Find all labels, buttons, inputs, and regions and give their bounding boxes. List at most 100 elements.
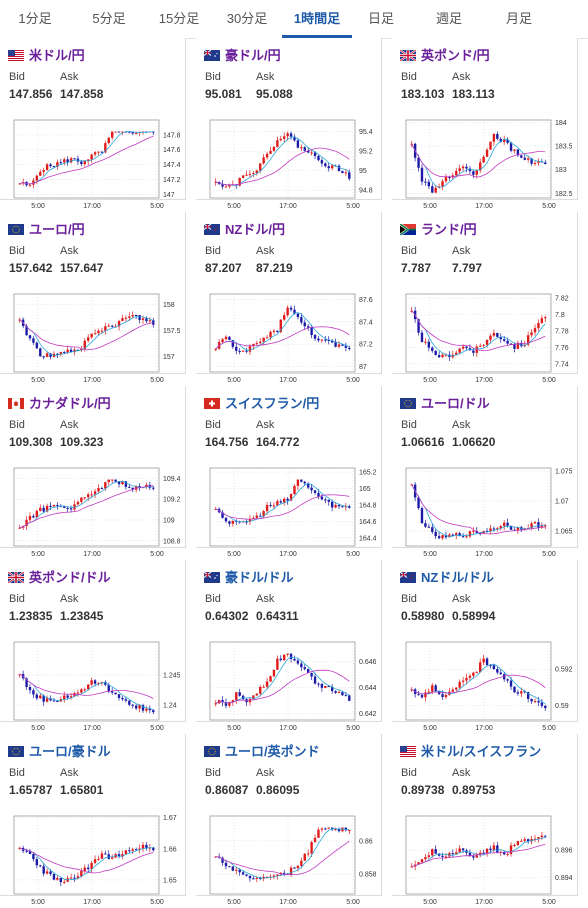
candle [537, 701, 540, 703]
candle [117, 320, 121, 327]
ask-label: Ask [60, 419, 79, 431]
currency-card[interactable]: ランド/円 Bid Ask 7.787 7.797 7.82 7.8 7.78 7.76 7.74… [392, 212, 578, 384]
currency-card[interactable]: 米ドル/スイスフラン Bid Ask 0.89738 0.89753 0.896 0.894… [392, 734, 578, 906]
currency-card[interactable]: NZドル/円 Bid Ask 87.207 87.219 87.6 87.4 87.2 87 5:… [196, 212, 382, 384]
pair-name-link[interactable]: 英ポンド/ドル [29, 570, 111, 585]
candle [245, 174, 248, 176]
candle [245, 521, 248, 523]
candle [289, 653, 293, 660]
candle [269, 676, 272, 682]
candle [451, 534, 455, 536]
pair-name-link[interactable]: 米ドル/スイスフラン [421, 744, 542, 759]
tab-4[interactable]: 1時間足 [282, 0, 352, 38]
pair-name-link[interactable]: ユーロ/円 [29, 222, 85, 237]
y-tick-label: 1.66 [163, 846, 177, 853]
currency-card[interactable]: 豪ドル/円 Bid Ask 95.081 95.088 95.4 95.2 95 94.8 5:0… [196, 38, 382, 210]
currency-card[interactable]: ユーロ/ドル Bid Ask 1.06616 1.06620 1.075 1.07 1.065… [392, 386, 578, 558]
currency-card[interactable]: 米ドル/円 Bid Ask 147.856 147.858 147.8 147.6 147.4… [0, 38, 186, 210]
ask-value: 87.219 [256, 261, 293, 275]
tab-6[interactable]: 週足 [435, 11, 462, 26]
y-tick-label: 184 [555, 120, 567, 127]
pair-name-link[interactable]: カナダドル/円 [29, 396, 111, 411]
pair-name-link[interactable]: 米ドル/円 [29, 48, 85, 63]
candle [434, 849, 437, 854]
y-tick-label: 0.896 [555, 848, 572, 855]
candle [66, 695, 69, 698]
candle [492, 845, 496, 851]
candle [138, 705, 141, 709]
ma-short-line [215, 828, 350, 879]
candle [49, 698, 52, 701]
candle [279, 138, 282, 141]
candle [45, 164, 49, 171]
y-tick-label: 1.075 [555, 469, 572, 476]
candle [482, 344, 485, 346]
pair-name-link[interactable]: ランド/円 [421, 222, 477, 237]
candle [93, 152, 97, 155]
pair-name-link[interactable]: ユーロ/豪ドル [29, 744, 111, 759]
tab-1[interactable]: 5分足 [92, 11, 126, 26]
pair-name-link[interactable]: 英ポンド/円 [421, 48, 490, 63]
ma-short-line [215, 656, 350, 704]
candle [468, 531, 472, 537]
candle [303, 481, 306, 484]
currency-card[interactable]: 英ポンド/円 Bid Ask 183.103 183.113 184 183.5 183 182… [392, 38, 578, 210]
candle [533, 162, 537, 164]
ma-long-line [411, 843, 546, 867]
candle [344, 345, 348, 348]
candle [509, 142, 513, 151]
x-tick-label: 5:00 [31, 377, 45, 384]
candle [300, 317, 303, 323]
pair-name-link[interactable]: NZドル/ドル [421, 570, 494, 585]
price-chart: 0.896 0.894 5:00 17:00 5:00 [405, 815, 572, 906]
candle [427, 341, 431, 348]
candle [485, 149, 489, 157]
candle [455, 852, 458, 854]
tab-7[interactable]: 月足 [505, 11, 532, 26]
currency-card[interactable]: ユーロ/円 Bid Ask 157.642 157.647 158 157.5 157 5:00… [0, 212, 186, 384]
currency-card[interactable]: ユーロ/英ポンド Bid Ask 0.86087 0.86095 0.86 0.858 5:0… [196, 734, 382, 906]
ask-label: Ask [452, 419, 471, 431]
y-tick-label: 164.8 [359, 502, 376, 509]
candle [537, 323, 540, 329]
ask-value: 183.113 [452, 87, 495, 101]
candle [431, 186, 434, 193]
currency-card[interactable]: ユーロ/豪ドル Bid Ask 1.65787 1.65801 1.67 1.66 1.65 5… [0, 734, 186, 906]
tab-5[interactable]: 日足 [367, 11, 394, 26]
candle [313, 490, 317, 493]
candle [533, 328, 537, 333]
candle [238, 692, 241, 696]
candle [496, 332, 499, 337]
currency-card[interactable]: スイスフラン/円 Bid Ask 164.756 164.772 165.2 165 164.… [196, 386, 382, 558]
bid-value: 1.06616 [401, 435, 445, 449]
candle [289, 307, 293, 310]
pair-name-link[interactable]: スイスフラン/円 [225, 396, 320, 411]
currency-card[interactable]: 英ポンド/ドル Bid Ask 1.23835 1.23845 1.245 1.24 5:00… [0, 560, 186, 732]
candle [479, 345, 482, 347]
pair-name-link[interactable]: ユーロ/ドル [421, 396, 490, 411]
tab-0[interactable]: 1分足 [18, 11, 52, 26]
currency-card[interactable]: カナダドル/円 Bid Ask 109.308 109.323 109.4 109.2 109… [0, 386, 186, 558]
plot-area [209, 641, 356, 721]
tab-2[interactable]: 15分足 [158, 11, 200, 26]
pair-name-link[interactable]: NZドル/円 [225, 222, 285, 237]
pair-name-link[interactable]: ユーロ/英ポンド [225, 744, 320, 759]
pair-name-link[interactable]: 豪ドル/円 [225, 48, 281, 63]
ma-short-line [19, 673, 154, 710]
candle [489, 141, 492, 150]
currency-card[interactable]: 豪ドル/ドル Bid Ask 0.64302 0.64311 0.646 0.644 0.64… [196, 560, 382, 732]
candle [35, 510, 39, 518]
candle [458, 848, 461, 853]
candle [90, 680, 93, 685]
candle [523, 691, 526, 693]
candle [489, 528, 492, 532]
candle [224, 517, 228, 522]
plot-area [405, 293, 552, 373]
tab-3[interactable]: 30分足 [226, 11, 268, 26]
x-tick-label: 5:00 [542, 899, 556, 906]
pair-name-link[interactable]: 豪ドル/ドル [225, 570, 294, 585]
candle [138, 848, 141, 850]
currency-card[interactable]: NZドル/ドル Bid Ask 0.58980 0.58994 0.592 0.59 5:00… [392, 560, 578, 732]
candle [502, 851, 506, 855]
candle [25, 326, 28, 336]
